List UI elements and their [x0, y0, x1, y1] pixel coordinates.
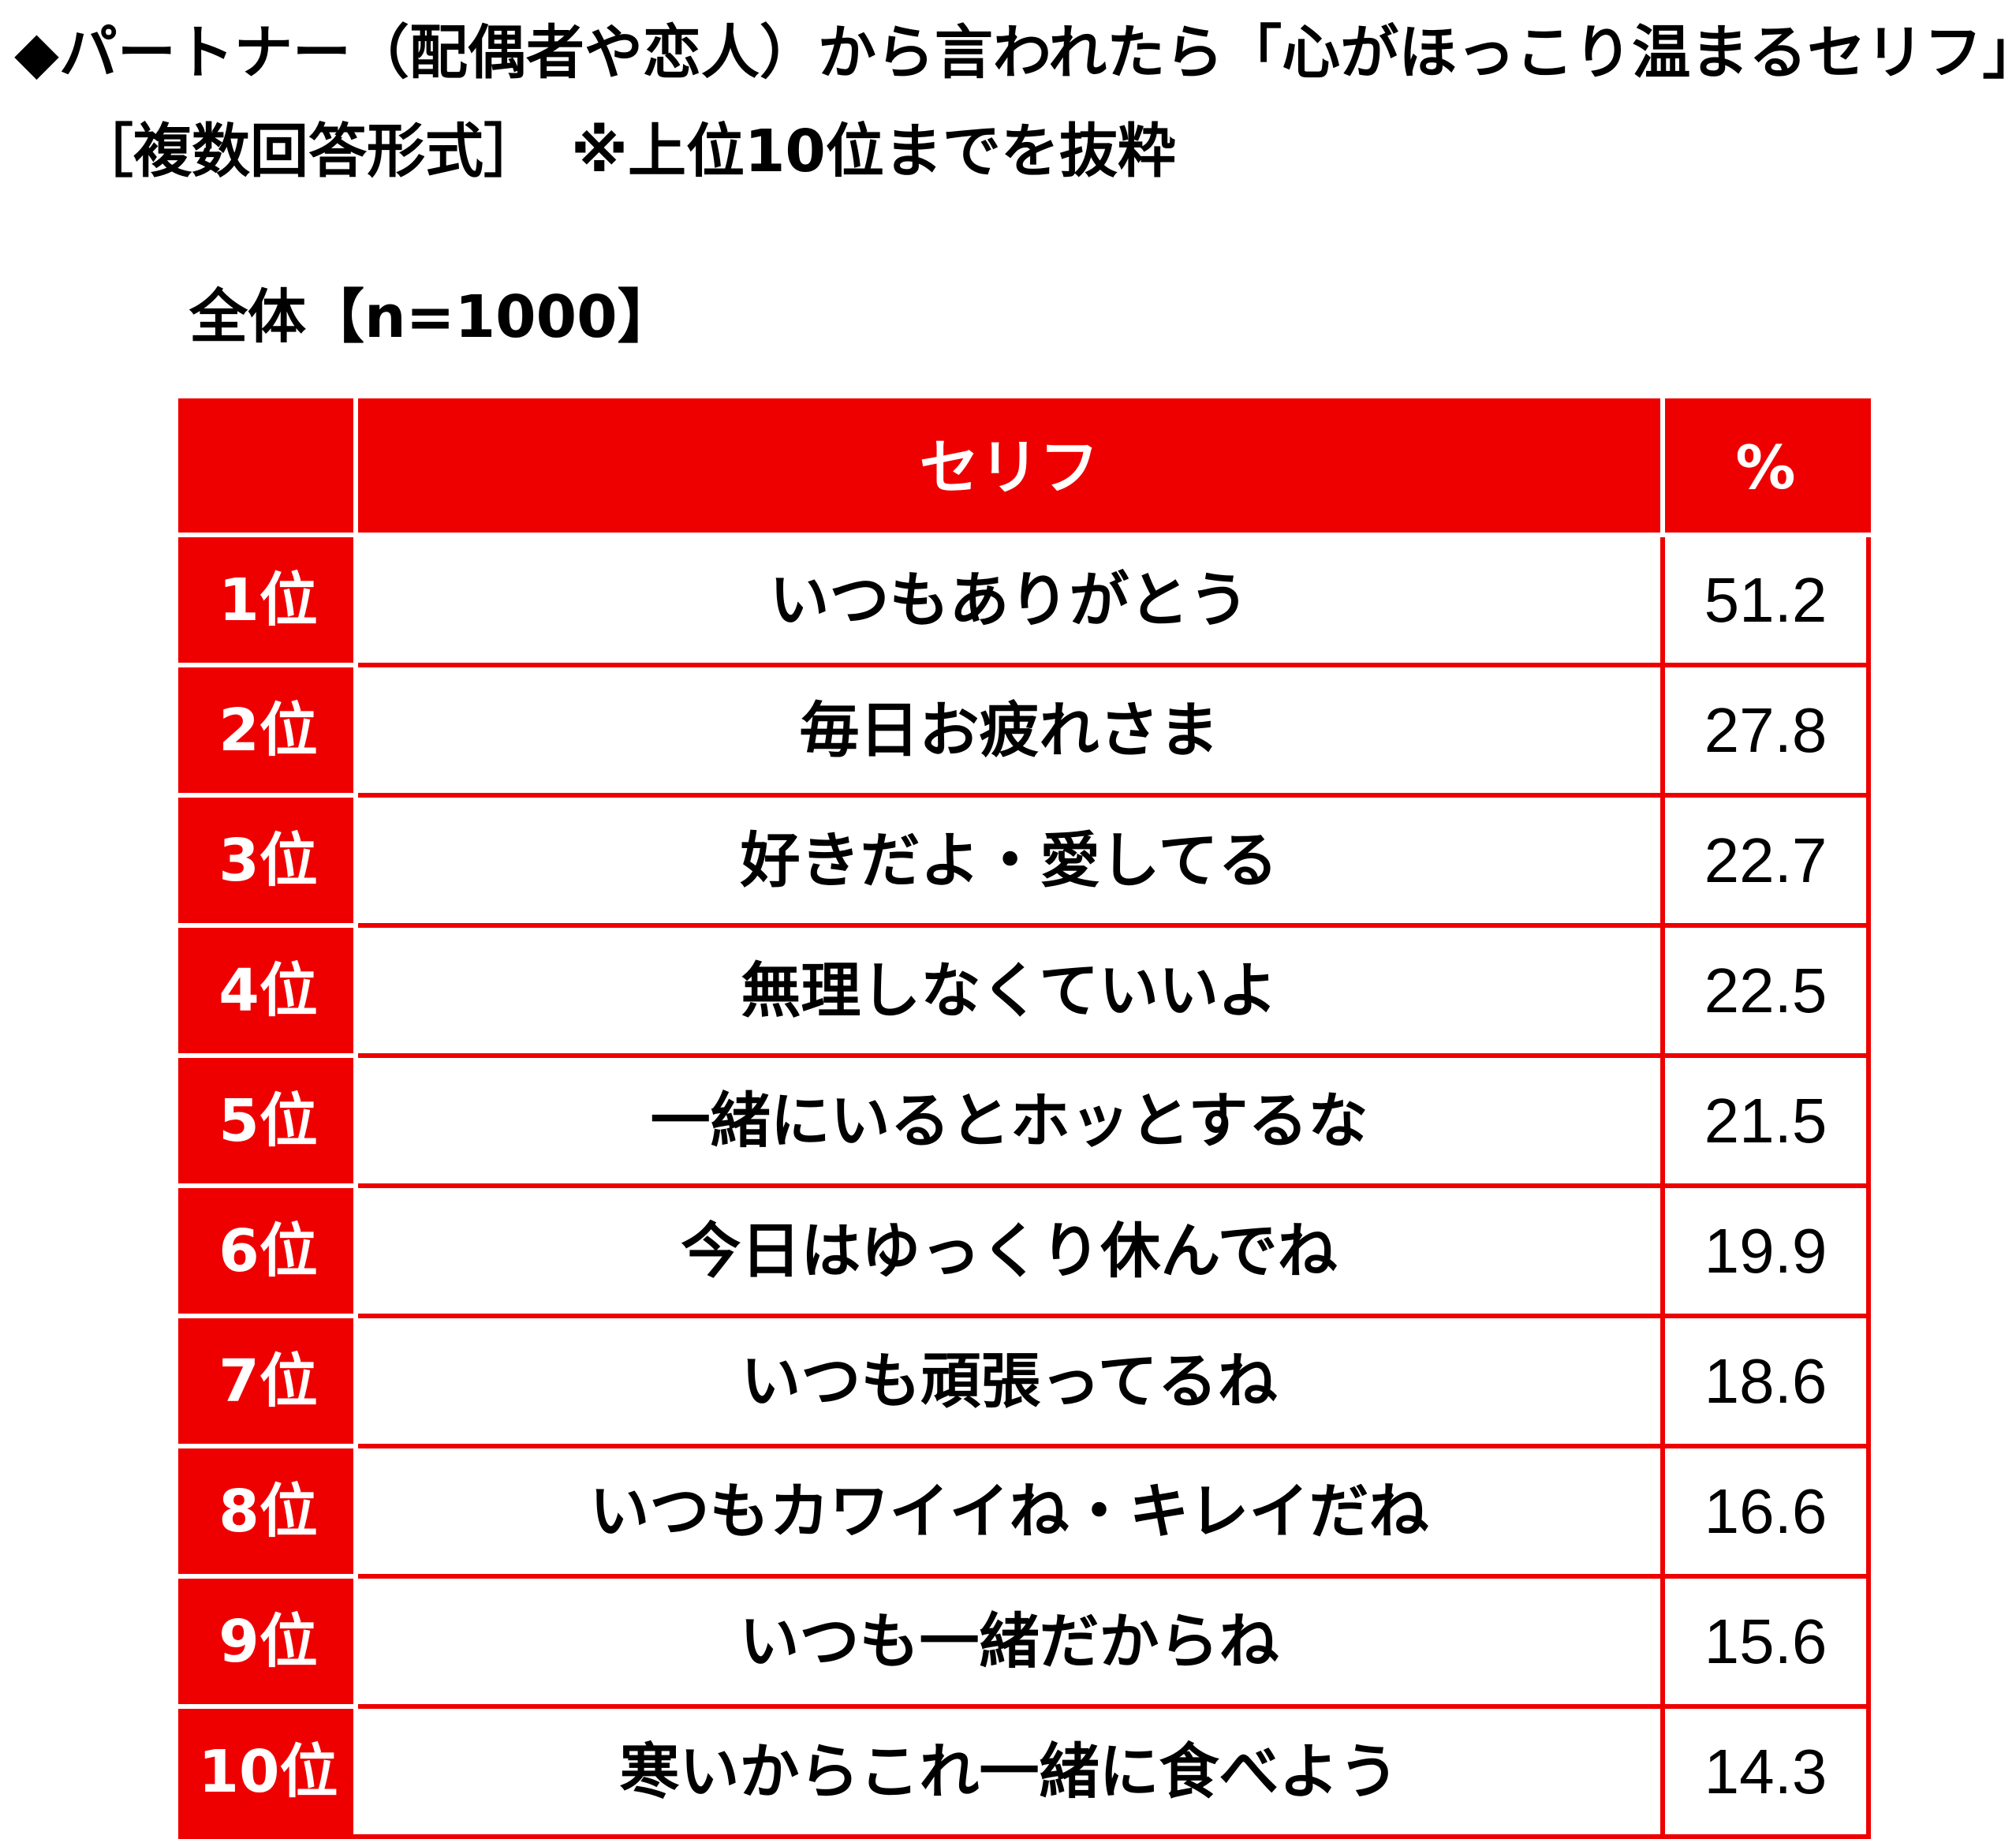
- rank-cell: 10位: [178, 1704, 358, 1839]
- phrase-cell: いつも頑張ってるね: [353, 1314, 1665, 1448]
- header-percent-cell: %: [1660, 398, 1871, 537]
- table-row: 5位 一緒にいるとホッとするな 21.5: [178, 1053, 1871, 1188]
- percent-value-cell: 15.6: [1660, 1574, 1871, 1709]
- rank-cell: 5位: [178, 1053, 358, 1188]
- rank-cell: 4位: [178, 923, 358, 1058]
- table-row: 3位 好きだよ・愛してる 22.7: [178, 793, 1871, 928]
- ranking-table: セリフ % 1位 いつもありがとう 51.2 2位 毎日お疲れさま 27.8 3位 好きだよ・…: [178, 398, 1871, 1839]
- table-row: 9位 いつも一緒だからね 15.6: [178, 1574, 1871, 1709]
- table-row: 8位 いつもカワイイね・キレイだね 16.6: [178, 1444, 1871, 1579]
- table-row: 2位 毎日お疲れさま 27.8: [178, 663, 1871, 798]
- table-row: 1位 いつもありがとう 51.2: [178, 533, 1871, 667]
- phrase-cell: 好きだよ・愛してる: [353, 793, 1665, 928]
- percent-value-cell: 22.7: [1660, 793, 1871, 928]
- percent-value-cell: 21.5: [1660, 1053, 1871, 1188]
- phrase-cell: いつも一緒だからね: [353, 1574, 1665, 1709]
- phrase-cell: 毎日お疲れさま: [353, 663, 1665, 798]
- phrase-cell: 一緒にいるとホッとするな: [353, 1053, 1665, 1188]
- chart-title-note: ［複数回答形式］ ※上位10位までを抜粋: [75, 118, 1176, 185]
- phrase-cell: いつもカワイイね・キレイだね: [353, 1444, 1665, 1579]
- rank-cell: 9位: [178, 1574, 358, 1709]
- chart-title: ◆パートナー（配偶者や恋人）から言われたら「心がほっこり温まるセリフ」: [14, 19, 2016, 87]
- percent-value-cell: 14.3: [1660, 1704, 1871, 1839]
- phrase-cell: 今日はゆっくり休んでね: [353, 1183, 1665, 1318]
- percent-value-cell: 27.8: [1660, 663, 1871, 798]
- header-phrase-cell: セリフ: [353, 398, 1665, 537]
- header-rank-cell: [178, 398, 358, 537]
- rank-cell: 1位: [178, 533, 358, 667]
- percent-value-cell: 18.6: [1660, 1314, 1871, 1448]
- table-row: 10位 寒いからこれ一緒に食べよう 14.3: [178, 1704, 1871, 1839]
- table-row: 7位 いつも頑張ってるね 18.6: [178, 1314, 1871, 1448]
- rank-cell: 7位: [178, 1314, 358, 1448]
- sample-size-label: 全体【n=1000】: [189, 283, 676, 351]
- percent-value-cell: 19.9: [1660, 1183, 1871, 1318]
- phrase-cell: 無理しなくていいよ: [353, 923, 1665, 1058]
- rank-cell: 8位: [178, 1444, 358, 1579]
- percent-value-cell: 22.5: [1660, 923, 1871, 1058]
- phrase-cell: いつもありがとう: [353, 533, 1665, 667]
- percent-value-cell: 16.6: [1660, 1444, 1871, 1579]
- rank-cell: 6位: [178, 1183, 358, 1318]
- table-header-row: セリフ %: [178, 398, 1871, 537]
- phrase-cell: 寒いからこれ一緒に食べよう: [353, 1704, 1665, 1839]
- table-row: 4位 無理しなくていいよ 22.5: [178, 923, 1871, 1058]
- table-row: 6位 今日はゆっくり休んでね 19.9: [178, 1183, 1871, 1318]
- rank-cell: 2位: [178, 663, 358, 798]
- rank-cell: 3位: [178, 793, 358, 928]
- percent-value-cell: 51.2: [1660, 533, 1871, 667]
